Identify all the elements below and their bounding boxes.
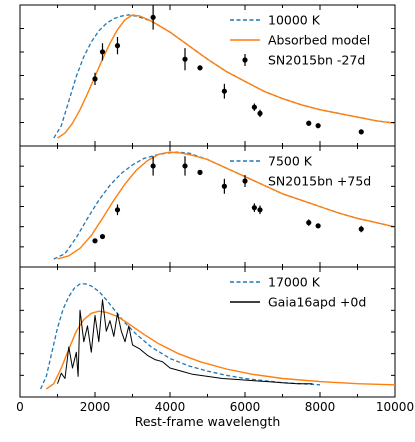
series-line bbox=[57, 299, 313, 385]
plot-layer bbox=[40, 5, 396, 390]
series-line bbox=[45, 310, 396, 390]
series-line bbox=[57, 151, 396, 260]
panel-bottom bbox=[40, 283, 396, 390]
x-tick-label: 10000 bbox=[376, 400, 414, 414]
data-point bbox=[257, 110, 263, 116]
legend-label: Absorbed model bbox=[268, 33, 370, 48]
data-point bbox=[114, 43, 121, 49]
legend-label: SN2015bn +75d bbox=[268, 174, 371, 189]
blackbody-curve bbox=[40, 283, 321, 390]
legend-label: SN2015bn -27d bbox=[268, 53, 365, 68]
x-axis-label: Rest-frame wavelength bbox=[135, 414, 281, 429]
data-point bbox=[251, 205, 257, 211]
data-point bbox=[92, 238, 98, 244]
data-point bbox=[150, 14, 156, 20]
x-tick-label: 0 bbox=[16, 400, 24, 414]
panel-top bbox=[53, 5, 396, 139]
x-tick-label: 2000 bbox=[80, 400, 111, 414]
data-point bbox=[99, 49, 106, 55]
data-point bbox=[306, 120, 312, 126]
series-line bbox=[57, 14, 396, 139]
legend-label: Gaia16apd +0d bbox=[268, 295, 366, 310]
data-point bbox=[99, 233, 106, 240]
panel-middle bbox=[53, 151, 396, 260]
middle-panel-frame bbox=[19, 145, 396, 268]
legend-layer: 10000 K Absorbed model SN2015bn -27d 7500 K… bbox=[230, 13, 371, 310]
data-point bbox=[358, 226, 364, 232]
legend-marker-icon bbox=[242, 178, 248, 184]
x-tick-label: 6000 bbox=[230, 400, 261, 414]
legend-label: 17000 K bbox=[268, 275, 321, 290]
data-point bbox=[197, 169, 203, 175]
data-point bbox=[306, 220, 312, 226]
data-point bbox=[221, 183, 227, 189]
data-point bbox=[197, 65, 203, 71]
data-point bbox=[257, 207, 263, 213]
data-point bbox=[92, 76, 98, 82]
data-point bbox=[221, 88, 227, 94]
tick-layer: 0 2000 4000 6000 8000 10000 bbox=[16, 5, 414, 414]
data-point bbox=[182, 163, 188, 169]
legend-label: 7500 K bbox=[268, 154, 313, 169]
data-point bbox=[114, 207, 121, 213]
x-tick-label: 4000 bbox=[155, 400, 186, 414]
legend-marker-icon bbox=[242, 57, 248, 63]
data-point bbox=[182, 56, 188, 62]
data-point bbox=[251, 104, 257, 110]
blackbody-curve bbox=[53, 151, 396, 260]
data-point bbox=[315, 223, 321, 229]
data-point bbox=[358, 129, 364, 135]
legend-label: 10000 K bbox=[268, 13, 321, 28]
data-point bbox=[150, 163, 156, 169]
data-point bbox=[315, 123, 321, 129]
x-tick-label: 8000 bbox=[305, 400, 336, 414]
